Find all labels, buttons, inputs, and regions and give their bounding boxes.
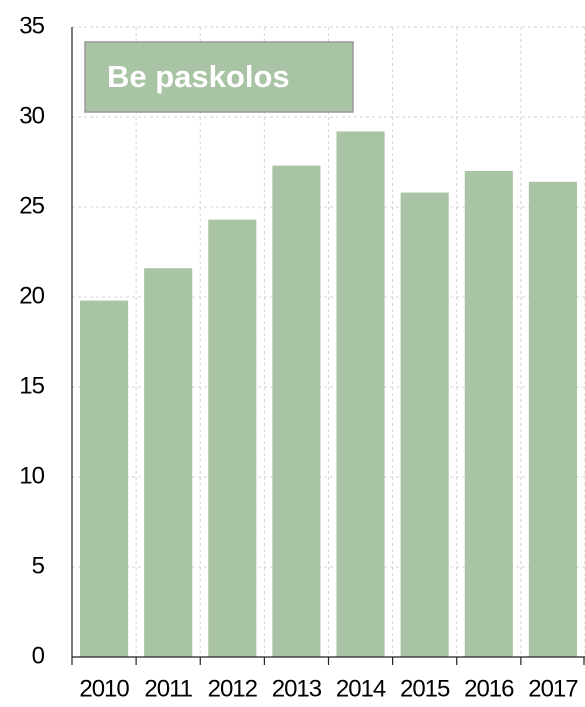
x-tick-label: 2013 bbox=[272, 675, 322, 702]
x-tick-label: 2012 bbox=[208, 675, 258, 702]
y-tick-label: 10 bbox=[19, 462, 44, 489]
bar bbox=[528, 181, 577, 658]
y-tick-label: 30 bbox=[19, 102, 44, 129]
x-tick-label: 2014 bbox=[336, 675, 386, 702]
y-tick-label: 15 bbox=[19, 372, 44, 399]
bar bbox=[336, 131, 385, 657]
x-tick-label: 2010 bbox=[79, 675, 129, 702]
title-box bbox=[84, 41, 354, 113]
bar bbox=[80, 300, 129, 657]
chart-title: Be paskolos bbox=[107, 59, 290, 94]
bar bbox=[464, 171, 513, 657]
y-tick-label: 20 bbox=[19, 282, 44, 309]
x-tick-label: 2017 bbox=[528, 675, 578, 702]
y-tick-label: 0 bbox=[32, 642, 45, 669]
x-tick-label: 2011 bbox=[144, 675, 192, 702]
bar bbox=[272, 165, 321, 657]
y-tick-label: 25 bbox=[19, 192, 44, 219]
y-tick-label: 35 bbox=[19, 12, 44, 39]
bar bbox=[400, 192, 449, 657]
y-tick-label: 5 bbox=[32, 552, 45, 579]
bar bbox=[144, 268, 193, 657]
bar bbox=[208, 219, 257, 657]
x-tick-label: 2015 bbox=[400, 675, 450, 702]
x-tick-label: 2016 bbox=[464, 675, 514, 702]
